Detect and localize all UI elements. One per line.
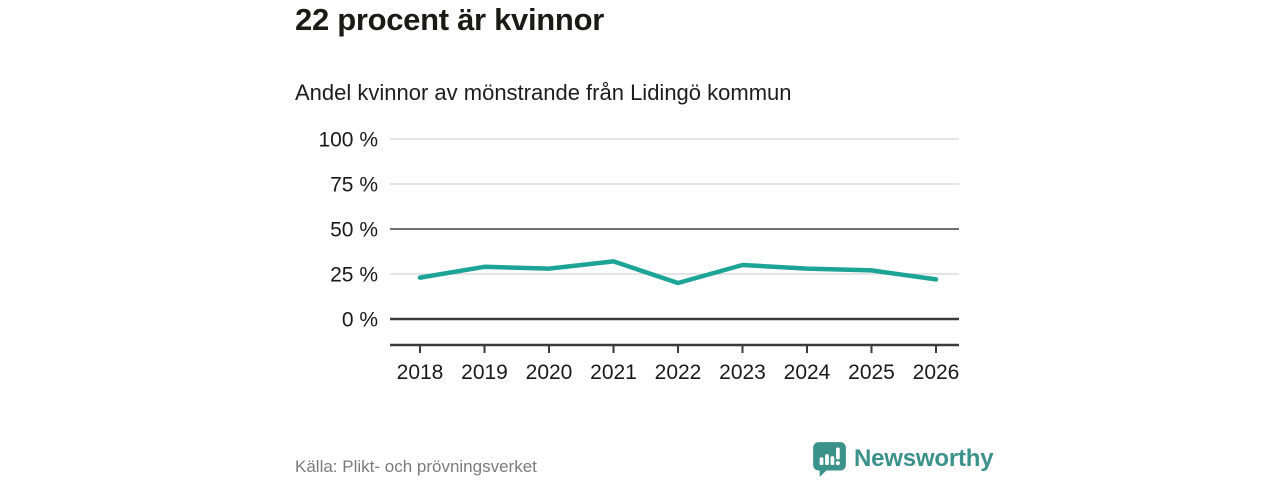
data-line-series <box>417 259 939 286</box>
source-note: Källa: Plikt- och prövningsverket <box>295 457 537 476</box>
newsworthy-bar-chart-bubble-icon <box>813 442 846 477</box>
x-tick-label: 2023 <box>719 361 766 384</box>
x-tick-label: 2021 <box>590 361 637 384</box>
y-tick-label: 50 % <box>330 219 378 242</box>
x-tick-label: 2018 <box>397 361 444 384</box>
chart-subtitle: Andel kvinnor av mönstrande från Lidingö… <box>295 80 792 105</box>
y-tick-label: 100 % <box>318 129 378 152</box>
newsworthy-logo: Newsworthy <box>812 441 994 477</box>
x-tick-label: 2026 <box>913 361 960 384</box>
y-tick-label: 75 % <box>330 174 378 197</box>
x-tick-label: 2022 <box>655 361 702 384</box>
x-tick-label: 2025 <box>848 361 895 384</box>
x-tick-label: 2024 <box>784 361 831 384</box>
x-tick-label: 2020 <box>526 361 573 384</box>
brand-name: Newsworthy <box>854 445 994 472</box>
chart-title: 22 procent är kvinnor <box>295 2 604 37</box>
x-tick-label: 2019 <box>461 361 508 384</box>
y-tick-label: 0 % <box>342 309 378 332</box>
y-tick-label: 25 % <box>330 264 378 287</box>
